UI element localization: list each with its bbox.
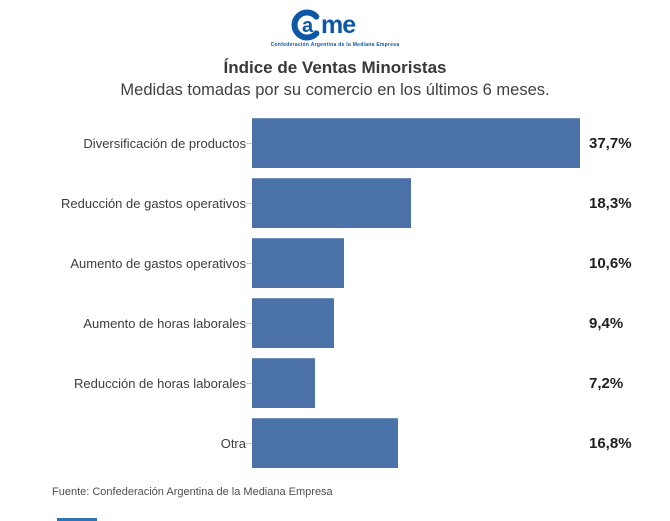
bar	[252, 298, 334, 348]
value-label: 7,2%	[589, 374, 624, 392]
value-label: 10,6%	[589, 254, 632, 272]
bar-track	[252, 238, 580, 288]
chart-title: Índice de Ventas Minoristas	[223, 58, 447, 77]
category-label: Reducción de horas laborales	[74, 375, 246, 391]
value-label: 16,8%	[589, 434, 632, 452]
value-label: 37,7%	[589, 134, 632, 152]
value-label: 18,3%	[589, 194, 632, 212]
bar-row: Reducción de horas laborales 7,2%	[0, 353, 670, 413]
bar-chart: Diversificación de productos 37,7% Reduc…	[0, 113, 670, 473]
category-label: Otra	[220, 435, 246, 451]
axis-tick	[246, 442, 252, 444]
logo-tagline: Confederación Argentina de la Mediana Em…	[270, 42, 400, 48]
value-label: 9,4%	[589, 314, 624, 332]
bar	[252, 238, 345, 288]
came-logo: a me Confederación Argentina de la Media…	[271, 6, 400, 48]
chart-subtitle: Medidas tomadas por su comercio en los ú…	[120, 81, 550, 99]
report-header: a me Confederación Argentina de la Media…	[0, 6, 670, 100]
bar-row: Aumento de gastos operativos 10,6%	[0, 233, 670, 293]
bar-row: Diversificación de productos 37,7%	[0, 113, 670, 173]
bar	[252, 418, 399, 468]
bar-track	[252, 358, 580, 408]
bar-row: Otra 16,8%	[0, 413, 670, 473]
bar	[252, 118, 580, 168]
category-label: Aumento de gastos operativos	[70, 255, 246, 271]
axis-tick	[246, 202, 252, 204]
source-note: Fuente: Confederación Argentina de la Me…	[52, 486, 333, 498]
bar	[252, 358, 315, 408]
logo-letters-me: me	[321, 11, 356, 39]
bottom-accent-line	[57, 518, 97, 521]
bar-track	[252, 298, 580, 348]
bar-track	[252, 178, 580, 228]
axis-tick	[246, 142, 252, 144]
came-logo-icon: a me	[291, 9, 357, 41]
bar-track	[252, 418, 580, 468]
axis-tick	[246, 322, 252, 324]
category-label: Reducción de gastos operativos	[60, 195, 246, 211]
category-label: Diversificación de productos	[83, 135, 246, 151]
logo-letter-a: a	[302, 15, 314, 37]
bar	[252, 178, 412, 228]
axis-tick	[246, 262, 252, 264]
bar-row: Aumento de horas laborales 9,4%	[0, 293, 670, 353]
bar-row: Reducción de gastos operativos 18,3%	[0, 173, 670, 233]
axis-tick	[246, 382, 252, 384]
category-label: Aumento de horas laborales	[83, 315, 246, 331]
bar-track	[252, 118, 580, 168]
